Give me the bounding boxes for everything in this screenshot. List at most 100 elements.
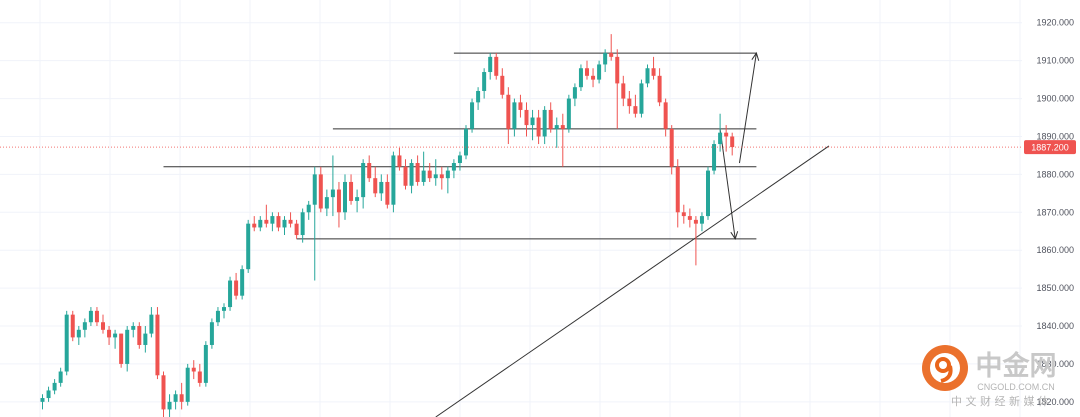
- candle-body: [645, 68, 650, 84]
- candle-body: [149, 314, 154, 334]
- candle-body: [615, 56, 620, 84]
- candle-body: [373, 178, 378, 194]
- last-price-value: 1887.200: [1031, 143, 1069, 153]
- candle-body: [94, 310, 99, 323]
- candle-body: [119, 333, 124, 364]
- candle-body: [669, 128, 674, 167]
- candle-body: [215, 310, 220, 323]
- candle-body: [585, 68, 589, 76]
- watermark-tagline: 中 文 财 经 新 媒 体: [951, 394, 1049, 408]
- candle-body: [699, 216, 704, 224]
- candle-body: [101, 322, 105, 330]
- candle-body: [482, 72, 487, 91]
- candle-body: [457, 155, 462, 164]
- candle-body: [524, 109, 529, 126]
- candle-body: [518, 102, 523, 110]
- candle-body: [179, 394, 184, 402]
- candle-body: [191, 367, 196, 372]
- candle-body: [282, 219, 287, 228]
- candle-body: [415, 163, 420, 182]
- candle-body: [512, 102, 517, 129]
- candle-body: [470, 102, 475, 129]
- candle-body: [706, 170, 710, 217]
- candle-body: [76, 329, 81, 338]
- y-tick-label: 1920.000: [1036, 18, 1074, 28]
- projection-arrow-head: [751, 51, 760, 61]
- candle-body: [361, 163, 366, 198]
- candle-body: [542, 109, 547, 137]
- candle-body: [566, 98, 571, 129]
- candle-body: [548, 109, 553, 129]
- candle-body: [730, 136, 735, 148]
- price-axis: 1920.000 1910.000 1900.000 1890.000 1880.000…: [1036, 18, 1074, 407]
- candle-body: [276, 216, 281, 228]
- candle-body: [488, 56, 493, 73]
- y-tick-label: 1850.000: [1036, 283, 1074, 293]
- candle-body: [203, 344, 208, 383]
- projection-arrow-head: [730, 231, 739, 240]
- candle-body: [264, 219, 269, 224]
- candle-body: [506, 94, 511, 129]
- y-tick-label: 1910.000: [1036, 56, 1074, 66]
- candle-body: [554, 125, 559, 129]
- candle-body: [397, 155, 402, 167]
- candle-body: [687, 216, 692, 220]
- y-tick-label: 1870.000: [1036, 207, 1074, 217]
- candle-body: [143, 333, 148, 345]
- y-tick-label: 1830.000: [1036, 359, 1074, 369]
- candle-body: [657, 75, 662, 103]
- y-tick-label: 1860.000: [1036, 245, 1074, 255]
- candle-body: [591, 75, 596, 80]
- candle-body: [234, 280, 239, 296]
- candle-body: [209, 322, 214, 345]
- candle-body: [494, 56, 499, 76]
- candle-body: [681, 212, 686, 217]
- candle-body: [639, 83, 644, 114]
- candle-body: [379, 181, 384, 194]
- candle-body: [228, 280, 233, 308]
- candle-body: [651, 68, 656, 76]
- drawing-annotations: [163, 51, 830, 417]
- candle-body: [439, 174, 444, 179]
- candle-body: [300, 212, 305, 236]
- candle-body: [464, 128, 468, 156]
- candle-body: [609, 53, 614, 57]
- candle-body: [621, 83, 626, 99]
- last-price-badge-bg: [1024, 140, 1076, 155]
- candle-body: [88, 310, 93, 323]
- candle-body: [312, 174, 317, 205]
- candle-body: [58, 371, 63, 383]
- candle-body: [107, 329, 112, 338]
- candle-body: [324, 197, 329, 209]
- candle-body: [343, 181, 347, 213]
- last-price-badge: 1887.200: [0, 140, 1076, 155]
- chart-grid: [0, 0, 1022, 417]
- candle-body: [246, 223, 251, 270]
- y-tick-label: 1890.000: [1036, 131, 1074, 141]
- candle-body: [173, 394, 178, 402]
- candle-body: [445, 170, 450, 179]
- candle-body: [318, 174, 323, 209]
- candle-body: [131, 326, 136, 330]
- y-tick-label: 1820.000: [1036, 397, 1074, 407]
- candle-body: [330, 189, 335, 198]
- candle-body: [603, 53, 608, 65]
- candle-body: [712, 144, 717, 171]
- candle-body: [82, 322, 87, 330]
- watermark-domain: CNGOLD.COM.CN: [977, 382, 1055, 392]
- watermark-brand: 中金网: [976, 350, 1057, 382]
- candle-body: [476, 90, 481, 103]
- candle-body: [403, 166, 408, 186]
- candle-body: [427, 170, 432, 179]
- candle-body: [46, 390, 51, 399]
- candle-body: [167, 401, 172, 410]
- candle-body: [258, 219, 263, 228]
- cngold-logo-icon: [922, 345, 968, 391]
- candle-body: [675, 166, 680, 213]
- candle-body: [155, 314, 160, 376]
- candle-body: [367, 163, 372, 179]
- candle-body: [252, 223, 257, 228]
- candle-body: [222, 307, 226, 311]
- candle-body: [693, 219, 698, 224]
